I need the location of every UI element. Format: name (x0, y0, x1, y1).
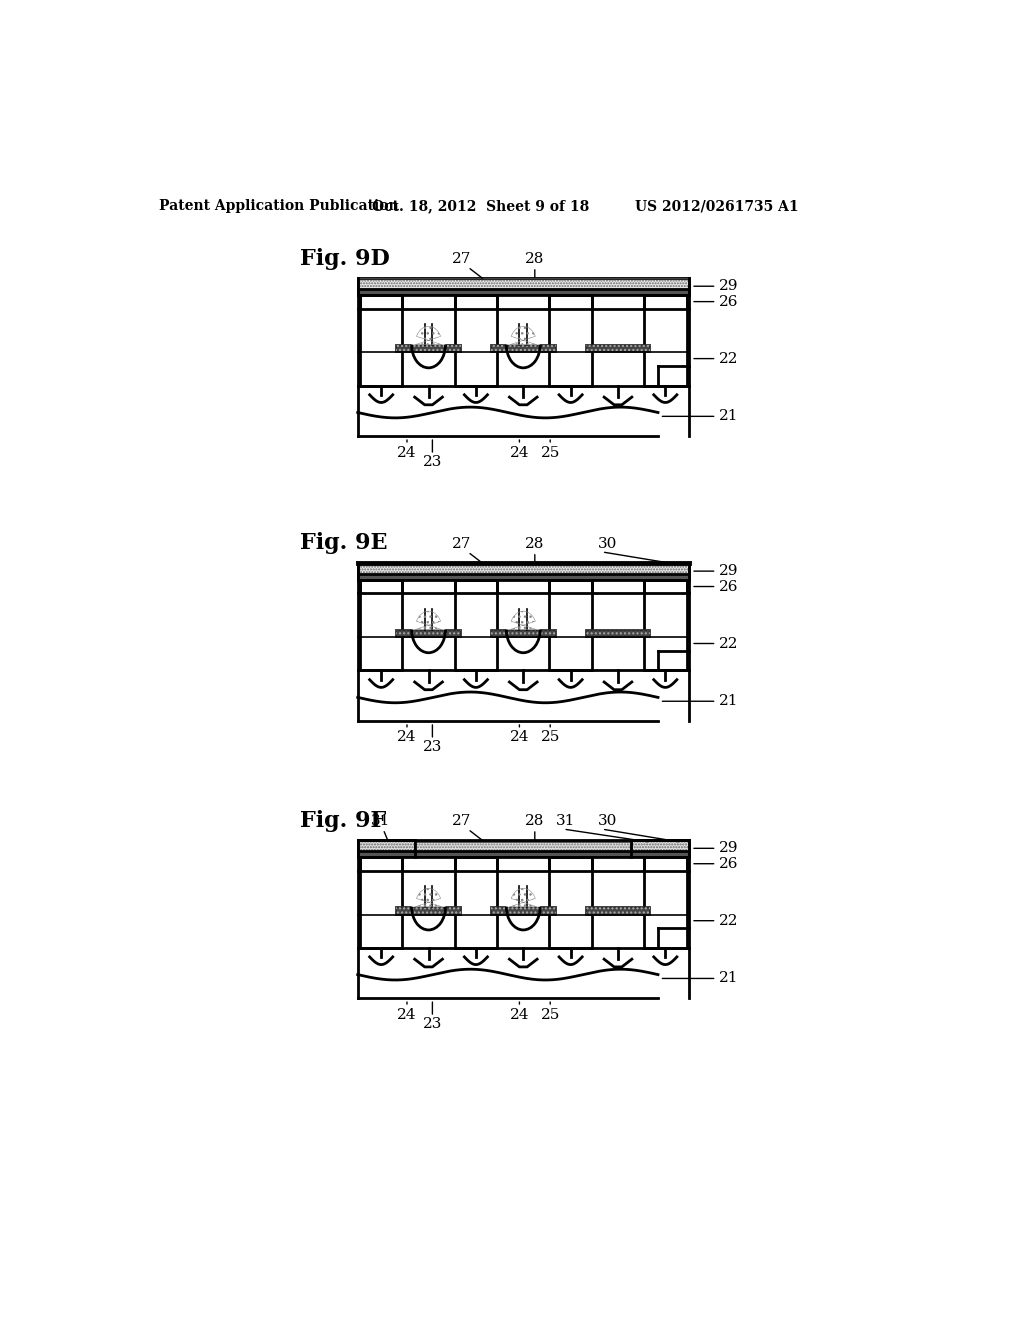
Bar (490, 630, 556, 638)
Text: 22: 22 (719, 636, 738, 651)
Text: 24: 24 (510, 730, 529, 744)
Bar (360, 294, 402, 385)
Text: 26: 26 (719, 294, 738, 309)
Text: 21: 21 (719, 972, 738, 986)
Bar (357, 840, 416, 857)
Bar (586, 345, 650, 352)
Bar (357, 289, 689, 294)
Bar (550, 294, 592, 385)
Text: 25: 25 (541, 446, 560, 459)
Bar (357, 840, 416, 857)
Text: 27: 27 (452, 252, 471, 267)
Text: Fig. 9F: Fig. 9F (300, 809, 386, 832)
Bar (396, 630, 461, 638)
Bar (586, 630, 650, 638)
Text: 29: 29 (719, 564, 738, 578)
Bar (396, 907, 461, 915)
Text: Fig. 9E: Fig. 9E (300, 532, 387, 554)
Text: 30: 30 (598, 537, 617, 552)
Bar (357, 294, 689, 385)
Text: Patent Application Publication: Patent Application Publication (160, 199, 399, 213)
Text: 24: 24 (397, 730, 417, 744)
Bar (416, 842, 631, 857)
Bar (631, 840, 689, 857)
Text: 23: 23 (423, 455, 442, 469)
Text: 29: 29 (719, 841, 738, 855)
Text: 26: 26 (719, 579, 738, 594)
Text: 31: 31 (371, 814, 390, 829)
Text: 31: 31 (556, 814, 575, 829)
Text: 24: 24 (510, 446, 529, 459)
Polygon shape (412, 322, 445, 345)
Text: US 2012/0261735 A1: US 2012/0261735 A1 (636, 199, 799, 213)
Bar (396, 345, 461, 352)
Text: 25: 25 (541, 1007, 560, 1022)
Bar (357, 277, 689, 294)
Bar (490, 630, 556, 638)
Text: 24: 24 (510, 1007, 529, 1022)
Bar (490, 907, 556, 915)
Bar (357, 851, 689, 857)
Text: 24: 24 (397, 1007, 417, 1022)
Text: 28: 28 (525, 537, 545, 552)
Bar (357, 579, 689, 671)
Text: 26: 26 (719, 857, 738, 871)
Bar (396, 907, 461, 915)
Bar (455, 294, 497, 385)
Bar (357, 574, 689, 579)
Text: Oct. 18, 2012  Sheet 9 of 18: Oct. 18, 2012 Sheet 9 of 18 (373, 199, 590, 213)
Polygon shape (412, 607, 445, 630)
Text: 30: 30 (598, 814, 617, 829)
Text: 23: 23 (423, 739, 442, 754)
Bar (455, 579, 497, 671)
Bar (396, 345, 461, 352)
Text: 29: 29 (719, 280, 738, 293)
Text: 27: 27 (452, 537, 471, 552)
Bar (357, 562, 689, 579)
Text: 28: 28 (525, 252, 545, 267)
Bar (586, 630, 650, 638)
Bar (490, 345, 556, 352)
Text: 25: 25 (541, 730, 560, 744)
Polygon shape (506, 322, 541, 345)
Bar (357, 562, 689, 579)
Bar (357, 277, 689, 294)
Bar (357, 857, 689, 948)
Bar (360, 857, 402, 948)
Bar (631, 840, 689, 857)
Text: 23: 23 (423, 1016, 442, 1031)
Text: 22: 22 (719, 913, 738, 928)
Bar (550, 857, 592, 948)
Bar (360, 579, 402, 671)
Bar (586, 907, 650, 915)
Bar (550, 579, 592, 671)
Polygon shape (506, 884, 541, 907)
Text: 28: 28 (525, 814, 545, 829)
Polygon shape (412, 884, 445, 907)
Bar (586, 907, 650, 915)
Text: Fig. 9D: Fig. 9D (300, 248, 390, 269)
Bar (644, 857, 686, 948)
Text: 24: 24 (397, 446, 417, 459)
Bar (396, 630, 461, 638)
Bar (490, 907, 556, 915)
Text: 22: 22 (719, 351, 738, 366)
Bar (455, 857, 497, 948)
Text: 21: 21 (719, 694, 738, 709)
Bar (644, 579, 686, 671)
Bar (644, 294, 686, 385)
Bar (586, 345, 650, 352)
Text: 21: 21 (719, 409, 738, 424)
Bar (490, 345, 556, 352)
Text: 27: 27 (452, 814, 471, 829)
Bar (416, 842, 631, 857)
Polygon shape (506, 607, 541, 630)
